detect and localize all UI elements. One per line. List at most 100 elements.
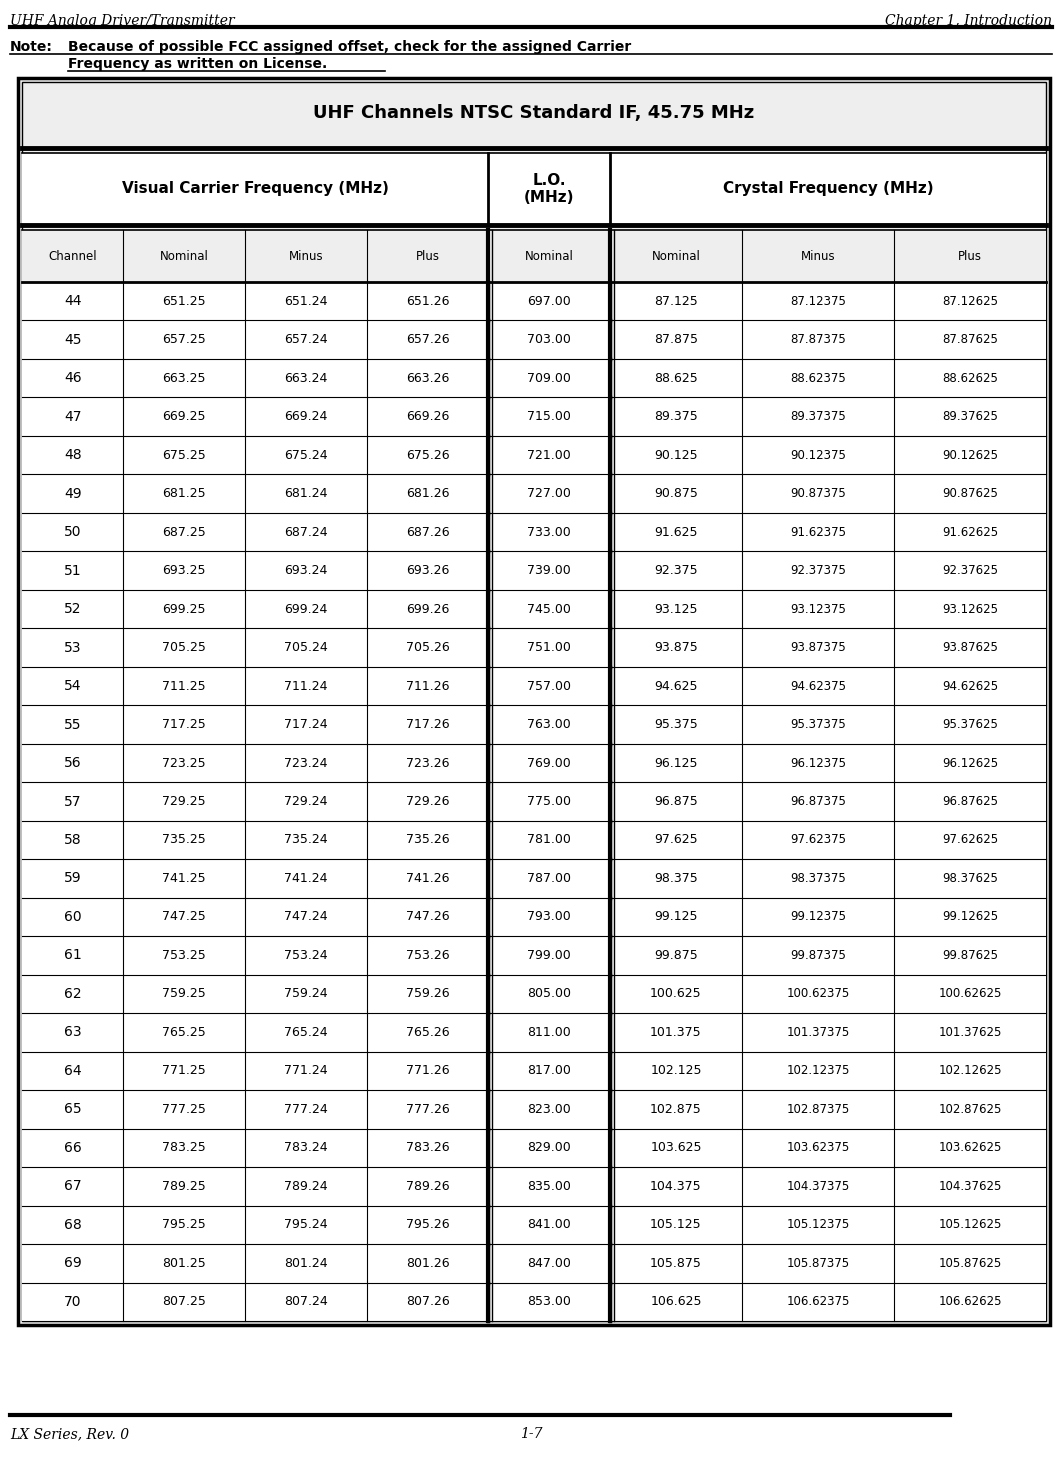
Text: 789.25: 789.25: [162, 1179, 206, 1193]
Text: 753.25: 753.25: [162, 949, 206, 962]
Text: 62: 62: [64, 987, 82, 1001]
Text: 801.25: 801.25: [162, 1256, 206, 1270]
Bar: [22, 513, 1046, 551]
Bar: [22, 590, 1046, 628]
Text: 777.25: 777.25: [162, 1103, 206, 1116]
Text: 92.37625: 92.37625: [942, 565, 998, 576]
Bar: [22, 743, 1046, 782]
Text: 741.24: 741.24: [285, 872, 328, 885]
Text: 739.00: 739.00: [528, 565, 571, 576]
Text: 705.24: 705.24: [284, 641, 328, 655]
Text: 89.37375: 89.37375: [790, 411, 845, 423]
Text: 52: 52: [64, 602, 82, 616]
Text: 87.12625: 87.12625: [942, 294, 998, 307]
Text: 783.25: 783.25: [162, 1141, 206, 1154]
Text: 102.12375: 102.12375: [786, 1064, 850, 1077]
Text: 68: 68: [64, 1218, 82, 1231]
Text: 45: 45: [64, 333, 82, 347]
Text: 669.26: 669.26: [406, 411, 449, 423]
Text: 57: 57: [64, 795, 82, 808]
Text: 741.26: 741.26: [406, 872, 449, 885]
Bar: [22, 974, 1046, 1012]
Text: 817.00: 817.00: [527, 1064, 571, 1077]
Text: 99.12625: 99.12625: [942, 910, 998, 924]
Text: 717.25: 717.25: [162, 718, 206, 732]
Text: 789.24: 789.24: [284, 1179, 328, 1193]
Text: 663.25: 663.25: [162, 371, 206, 384]
Text: 99.875: 99.875: [654, 949, 698, 962]
Text: 104.37625: 104.37625: [938, 1179, 1001, 1193]
Text: 102.12625: 102.12625: [938, 1064, 1001, 1077]
Text: 687.24: 687.24: [284, 526, 328, 538]
Text: 89.375: 89.375: [654, 411, 698, 423]
Text: 735.24: 735.24: [284, 834, 328, 847]
Text: 102.875: 102.875: [650, 1103, 702, 1116]
Text: 47: 47: [64, 409, 82, 424]
Text: 675.24: 675.24: [284, 449, 328, 461]
Text: Nominal: Nominal: [651, 250, 700, 263]
Text: 717.24: 717.24: [284, 718, 328, 732]
Text: 681.25: 681.25: [162, 488, 206, 500]
Text: 729.25: 729.25: [162, 795, 206, 808]
Text: 96.87625: 96.87625: [942, 795, 998, 808]
Text: 693.25: 693.25: [162, 565, 206, 576]
Text: 703.00: 703.00: [527, 333, 571, 346]
Text: 775.00: 775.00: [527, 795, 571, 808]
Text: 89.37625: 89.37625: [942, 411, 998, 423]
Text: 807.26: 807.26: [406, 1295, 449, 1308]
Text: 747.25: 747.25: [162, 910, 206, 924]
Text: 103.62625: 103.62625: [938, 1141, 1001, 1154]
Bar: [22, 154, 1046, 225]
Text: 681.24: 681.24: [285, 488, 328, 500]
Text: 795.26: 795.26: [406, 1218, 449, 1231]
Text: 63: 63: [64, 1026, 82, 1039]
Text: 651.24: 651.24: [285, 294, 328, 307]
Text: Channel: Channel: [49, 250, 97, 263]
Text: 699.26: 699.26: [406, 603, 449, 616]
Text: 709.00: 709.00: [527, 371, 571, 384]
Text: 105.87375: 105.87375: [786, 1256, 850, 1270]
Bar: [22, 1283, 1046, 1321]
Text: 90.125: 90.125: [654, 449, 698, 461]
Text: 67: 67: [64, 1179, 82, 1193]
Text: 711.25: 711.25: [162, 680, 206, 693]
Text: 829.00: 829.00: [528, 1141, 571, 1154]
Text: LX Series, Rev. 0: LX Series, Rev. 0: [10, 1426, 130, 1441]
Text: 91.62375: 91.62375: [790, 526, 845, 538]
Text: 763.00: 763.00: [528, 718, 571, 732]
Text: 705.26: 705.26: [406, 641, 449, 655]
Text: 699.25: 699.25: [162, 603, 206, 616]
Text: 100.62625: 100.62625: [938, 987, 1001, 1001]
Bar: [22, 897, 1046, 936]
Text: 97.62625: 97.62625: [942, 834, 998, 847]
Text: Minus: Minus: [801, 250, 835, 263]
Text: 697.00: 697.00: [528, 294, 571, 307]
Text: 741.25: 741.25: [162, 872, 206, 885]
Text: 675.25: 675.25: [162, 449, 206, 461]
Text: 717.26: 717.26: [406, 718, 449, 732]
Text: 715.00: 715.00: [527, 411, 571, 423]
Bar: [22, 820, 1046, 859]
Text: 651.26: 651.26: [406, 294, 449, 307]
Text: 735.26: 735.26: [406, 834, 449, 847]
Bar: [22, 859, 1046, 897]
Text: 799.00: 799.00: [528, 949, 571, 962]
Text: 807.24: 807.24: [284, 1295, 328, 1308]
Text: 769.00: 769.00: [528, 757, 571, 770]
Text: 657.24: 657.24: [284, 333, 328, 346]
Bar: [22, 1168, 1046, 1206]
Text: 95.375: 95.375: [654, 718, 698, 732]
Text: Plus: Plus: [415, 250, 440, 263]
Text: 106.62625: 106.62625: [938, 1295, 1001, 1308]
Text: 87.12375: 87.12375: [790, 294, 845, 307]
Text: L.O.
(MHz): L.O. (MHz): [524, 173, 575, 205]
Text: 801.24: 801.24: [284, 1256, 328, 1270]
Text: 87.875: 87.875: [654, 333, 698, 346]
Text: 90.12625: 90.12625: [942, 449, 998, 461]
Text: 681.26: 681.26: [406, 488, 449, 500]
Text: 693.24: 693.24: [285, 565, 327, 576]
Text: 675.26: 675.26: [406, 449, 449, 461]
Text: 781.00: 781.00: [527, 834, 571, 847]
Text: 751.00: 751.00: [527, 641, 571, 655]
Text: 95.37375: 95.37375: [790, 718, 845, 732]
